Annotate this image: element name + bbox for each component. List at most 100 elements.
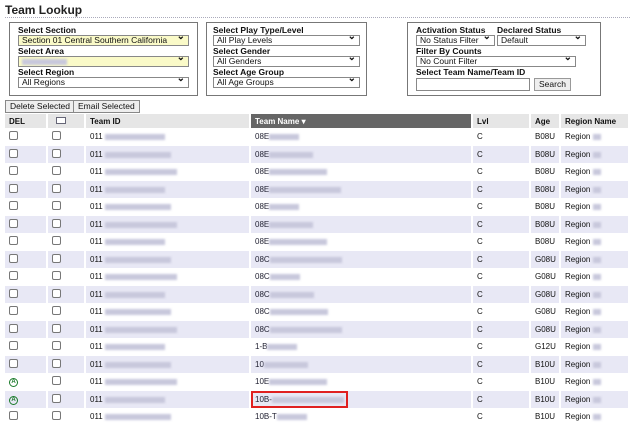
table-row: 011 08C C G08U Region <box>5 250 630 268</box>
team-id: 011 <box>90 167 103 177</box>
delete-checkbox[interactable] <box>9 218 18 228</box>
delete-checkbox[interactable] <box>9 201 18 211</box>
team-name-link[interactable]: 08C <box>255 290 314 299</box>
team-region: Region <box>565 289 591 299</box>
col-lvl[interactable]: Lvl <box>472 114 531 128</box>
delete-checkbox[interactable] <box>9 358 18 368</box>
delete-selected-button[interactable]: Delete Selected <box>5 100 76 113</box>
team-age: G08U <box>530 303 561 321</box>
team-age: B08U <box>530 233 561 251</box>
team-name-link[interactable]: 08C <box>255 255 342 264</box>
team-name-link[interactable]: 10E <box>255 377 328 386</box>
counts-select[interactable]: No Count Filter <box>416 53 576 67</box>
team-age: G08U <box>530 268 561 286</box>
team-name-link[interactable]: 10B- <box>251 390 348 408</box>
email-checkbox[interactable] <box>52 131 61 141</box>
team-age: B08U <box>530 128 561 146</box>
col-age[interactable]: Age <box>530 114 561 128</box>
team-name-link[interactable]: 10 <box>255 360 308 369</box>
team-name-link[interactable]: 08E <box>255 185 342 194</box>
team-name-link[interactable]: 08E <box>255 167 328 176</box>
delete-checkbox[interactable] <box>9 341 18 351</box>
team-lvl: C <box>472 250 531 268</box>
delete-checkbox[interactable] <box>9 131 18 141</box>
email-checkbox[interactable] <box>52 358 61 368</box>
email-checkbox[interactable] <box>52 218 61 228</box>
email-checkbox[interactable] <box>52 201 61 211</box>
delete-checkbox[interactable] <box>9 306 18 316</box>
email-checkbox[interactable] <box>52 148 61 158</box>
email-checkbox[interactable] <box>52 236 61 246</box>
location-filter-panel: Select Section Section 01 Central Southe… <box>9 22 198 96</box>
team-name-link[interactable]: 10B-T <box>255 412 307 421</box>
email-checkbox[interactable] <box>52 323 61 333</box>
team-age: B08U <box>530 145 561 163</box>
email-checkbox[interactable] <box>52 166 61 176</box>
delete-checkbox[interactable] <box>9 271 18 281</box>
email-checkbox[interactable] <box>52 288 61 298</box>
team-id: 011 <box>90 324 103 334</box>
table-row: A 011 10B- C B10U Region <box>5 390 630 408</box>
email-checkbox[interactable] <box>52 271 61 281</box>
team-search-input[interactable] <box>416 78 530 91</box>
page-title: Team Lookup <box>5 3 83 17</box>
delete-checkbox[interactable] <box>9 148 18 158</box>
active-status-icon: A <box>9 378 18 388</box>
col-region[interactable]: Region Name <box>560 114 630 128</box>
search-button[interactable]: Search <box>534 78 571 91</box>
delete-checkbox[interactable] <box>9 323 18 333</box>
team-age: B08U <box>530 198 561 216</box>
team-name-link[interactable]: 08C <box>255 272 300 281</box>
gender-label: Select Gender <box>213 46 271 56</box>
team-lvl: C <box>472 163 531 181</box>
play-select[interactable]: All Play Levels <box>213 32 360 46</box>
status-filter-panel: Activation Status No Status Filter Decla… <box>407 22 601 96</box>
team-id: 011 <box>90 149 103 159</box>
delete-checkbox[interactable] <box>9 236 18 246</box>
email-checkbox[interactable] <box>52 376 61 386</box>
team-id: 011 <box>90 377 103 387</box>
team-lvl: C <box>472 215 531 233</box>
team-region: Region <box>565 307 591 317</box>
email-checkbox[interactable] <box>52 341 61 351</box>
email-checkbox[interactable] <box>52 393 61 403</box>
declared-select[interactable]: Default <box>497 32 586 46</box>
team-region: Region <box>565 272 591 282</box>
team-age: G08U <box>530 250 561 268</box>
team-name-link[interactable]: 08E <box>255 237 328 246</box>
team-lvl: C <box>472 128 531 146</box>
email-checkbox[interactable] <box>52 253 61 263</box>
team-name-link[interactable]: 08C <box>255 325 342 334</box>
email-checkbox[interactable] <box>52 306 61 316</box>
delete-checkbox[interactable] <box>9 288 18 298</box>
team-lvl: C <box>472 338 531 356</box>
team-name-link[interactable]: 08E <box>255 220 314 229</box>
email-checkbox[interactable] <box>52 183 61 193</box>
col-email[interactable] <box>47 114 86 128</box>
delete-checkbox[interactable] <box>9 183 18 193</box>
col-team-name[interactable]: Team Name ▾ <box>250 114 473 128</box>
email-selected-button[interactable]: Email Selected <box>73 100 140 113</box>
age-select[interactable]: All Age Groups <box>213 74 360 88</box>
table-row: 011 08C C G08U Region <box>5 303 630 321</box>
delete-checkbox[interactable] <box>9 253 18 263</box>
table-row: 011 10B-T C B10U Region <box>5 408 630 426</box>
region-select[interactable]: All Regions <box>18 74 189 88</box>
gender-select[interactable]: All Genders <box>213 53 360 67</box>
area-select[interactable] <box>18 53 189 67</box>
team-region: Region <box>565 359 591 369</box>
section-label: Select Section <box>18 25 77 35</box>
delete-checkbox[interactable] <box>9 166 18 176</box>
col-del[interactable]: DEL <box>5 114 48 128</box>
section-select[interactable]: Section 01 Central Southern California <box>18 32 189 46</box>
team-name-link[interactable]: 08E <box>255 150 314 159</box>
team-name-link[interactable]: 1-B <box>255 342 298 351</box>
team-name-link[interactable]: 08C <box>255 307 328 316</box>
team-name-link[interactable]: 08E <box>255 132 300 141</box>
activation-select[interactable]: No Status Filter <box>416 32 495 46</box>
team-name-link[interactable]: 08E <box>255 202 300 211</box>
col-team-id[interactable]: Team ID <box>85 114 251 128</box>
team-lvl: C <box>472 390 531 408</box>
search-label: Select Team Name/Team ID <box>416 67 526 77</box>
team-region: Region <box>565 237 591 247</box>
